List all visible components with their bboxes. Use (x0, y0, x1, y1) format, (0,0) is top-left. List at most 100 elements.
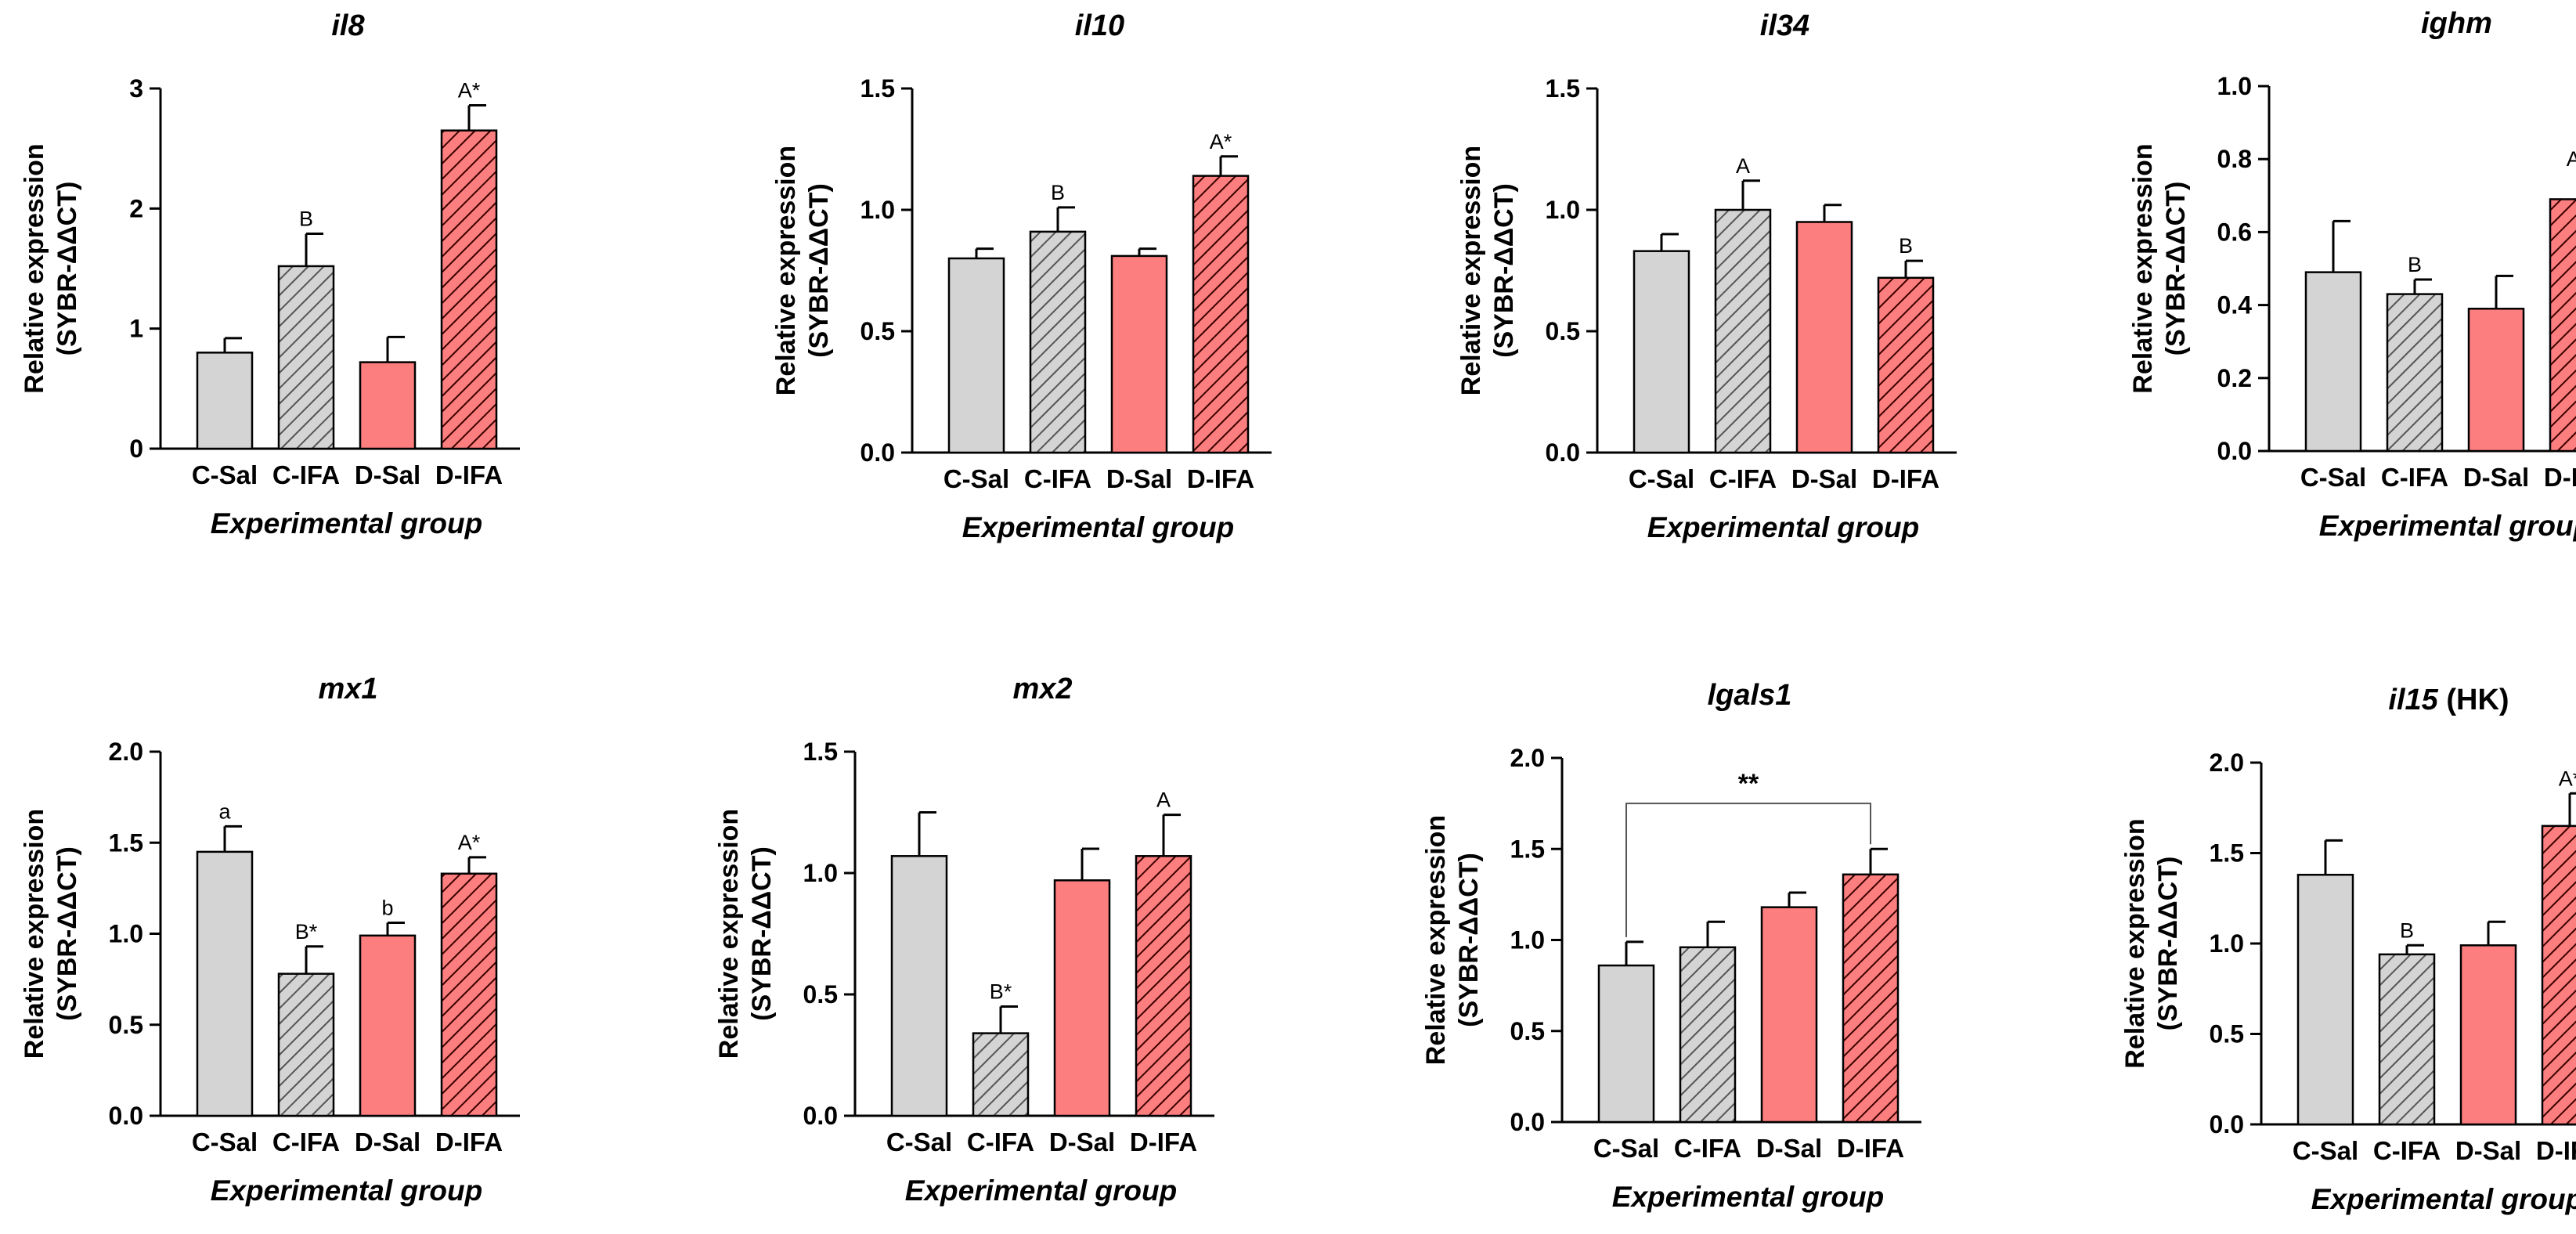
bar-D-Sal (359, 934, 417, 1117)
bar-C-IFA (277, 265, 335, 450)
x-tick-label: D-Sal (1049, 1128, 1115, 1156)
y-axis-label-unit: (SYBR-ΔΔCT) (747, 846, 777, 1021)
x-axis-title: Experimental group (1647, 511, 1919, 543)
y-axis-label: Relative expression (771, 146, 801, 395)
bar-annotation: A* (2567, 147, 2576, 171)
x-tick-label: D-Sal (2463, 463, 2529, 492)
y-tick-label: 1.0 (2217, 72, 2252, 100)
chart-il10: il10 Relative expression (SYBR-ΔΔCT) 0.0 0.5… (771, 9, 1272, 543)
y-tick-label: 0.5 (109, 1011, 143, 1039)
y-tick-label: 1.5 (1546, 74, 1580, 103)
x-tick-label: C-Sal (1629, 464, 1694, 493)
x-tick-label: D-Sal (1106, 464, 1172, 493)
y-tick-label: 1.5 (860, 74, 895, 103)
bar-C-Sal (1597, 964, 1655, 1124)
y-axis-label-unit: (SYBR-ΔΔCT) (1454, 853, 1484, 1027)
x-tick-label: D-Sal (355, 1128, 420, 1156)
y-axis-label: Relative expression (2128, 143, 2158, 393)
bar-C-IFA (277, 972, 335, 1117)
bar-C-Sal (196, 352, 254, 450)
x-tick-label: D-Sal (1756, 1134, 1822, 1163)
bar-D-IFA (2549, 198, 2576, 453)
y-tick-label: 3 (129, 74, 143, 103)
x-tick-label: D-IFA (435, 1128, 503, 1156)
chart-lgals1: lgals1 Relative expression (SYBR-ΔΔCT) 0.0 0… (1421, 679, 1921, 1213)
bar-D-Sal (359, 361, 417, 450)
bar-C-Sal (890, 855, 948, 1117)
chart-title: mx1 (318, 673, 377, 705)
y-axis-label-unit: (SYBR-ΔΔCT) (804, 183, 834, 358)
x-tick-label: D-IFA (1130, 1128, 1197, 1156)
y-tick-label: 2.0 (109, 738, 143, 766)
bar-annotation: B (1899, 234, 1913, 258)
bar-D-IFA (1877, 276, 1935, 454)
x-tick-label: C-IFA (2381, 463, 2448, 492)
y-axis-label-unit: (SYBR-ΔΔCT) (52, 846, 82, 1021)
y-tick-label: 0.6 (2217, 218, 2252, 246)
bar-annotation: b (381, 897, 393, 920)
y-tick-label: 1.0 (2210, 929, 2244, 958)
bar-D-IFA (1135, 855, 1192, 1117)
chart-title: il15 (HK) (2388, 684, 2509, 716)
x-tick-label: C-Sal (2293, 1136, 2358, 1165)
bar-C-Sal (2304, 271, 2362, 453)
y-tick-label: 2.0 (1510, 744, 1545, 772)
y-tick-label: 1 (129, 315, 143, 343)
x-tick-label: C-IFA (272, 1128, 340, 1156)
y-tick-label: 0.0 (860, 438, 895, 467)
x-tick-label: C-IFA (2373, 1136, 2441, 1165)
significance-label: ** (1738, 769, 1759, 799)
bar-C-Sal (196, 850, 254, 1117)
x-tick-label: C-IFA (1674, 1134, 1741, 1163)
x-axis-title: Experimental group (2311, 1183, 2576, 1215)
x-tick-label: D-Sal (355, 460, 420, 489)
bar-C-IFA (972, 1032, 1030, 1117)
x-axis-title: Experimental group (1612, 1181, 1884, 1213)
x-tick-label: D-IFA (435, 460, 503, 489)
bar-C-IFA (2378, 953, 2436, 1126)
bar-annotation: A (1736, 154, 1750, 178)
x-tick-label: C-IFA (1709, 464, 1777, 493)
x-tick-label: C-IFA (967, 1128, 1034, 1156)
chart-mx2: mx2 Relative expression (SYBR-ΔΔCT) 0.0 0.5 1… (714, 673, 1214, 1207)
bar-C-IFA (1029, 230, 1087, 454)
x-tick-label: C-Sal (886, 1128, 952, 1156)
bar-C-IFA (1679, 946, 1737, 1124)
chart-title: il34 (1760, 9, 1809, 42)
bar-annotation: A* (458, 831, 481, 854)
bar-D-Sal (2467, 308, 2525, 453)
bar-D-IFA (440, 129, 498, 450)
y-tick-label: 0.0 (803, 1102, 838, 1130)
y-tick-label: 0.0 (2217, 437, 2252, 465)
y-tick-label: 1.0 (1546, 196, 1580, 224)
y-tick-label: 0.2 (2217, 364, 2252, 392)
bar-D-Sal (1795, 221, 1853, 454)
bar-D-IFA (440, 872, 498, 1117)
x-tick-label: C-Sal (1593, 1134, 1659, 1163)
chart-il34: il34 Relative expression (SYBR-ΔΔCT) 0.0 0.5… (1456, 9, 1957, 543)
bar-annotation: A* (2559, 767, 2576, 790)
y-axis-label: Relative expression (714, 809, 744, 1059)
x-tick-label: D-IFA (1872, 464, 1939, 493)
x-tick-label: D-IFA (2536, 1136, 2576, 1165)
bar-annotation: B (299, 207, 313, 231)
bar-D-Sal (2459, 944, 2517, 1126)
x-axis-title: Experimental group (962, 511, 1234, 543)
bar-D-Sal (1110, 254, 1168, 454)
y-tick-label: 1.0 (803, 859, 838, 887)
bar-annotation: B (2400, 918, 2414, 942)
x-axis-title: Experimental group (211, 1174, 482, 1207)
bar-annotation: A (1156, 788, 1171, 812)
x-tick-label: D-Sal (1791, 464, 1857, 493)
bar-D-Sal (1053, 879, 1111, 1117)
y-tick-label: 1.5 (2210, 839, 2244, 868)
y-tick-label: 2 (129, 194, 143, 222)
y-tick-label: 0.0 (1546, 438, 1580, 467)
x-tick-label: C-IFA (1024, 464, 1091, 493)
y-tick-label: 0.5 (1546, 317, 1580, 345)
y-axis-label: Relative expression (20, 143, 49, 393)
x-tick-label: C-Sal (192, 1128, 258, 1156)
bar-annotation: A* (458, 78, 481, 102)
y-tick-label: 2.0 (2210, 749, 2244, 777)
